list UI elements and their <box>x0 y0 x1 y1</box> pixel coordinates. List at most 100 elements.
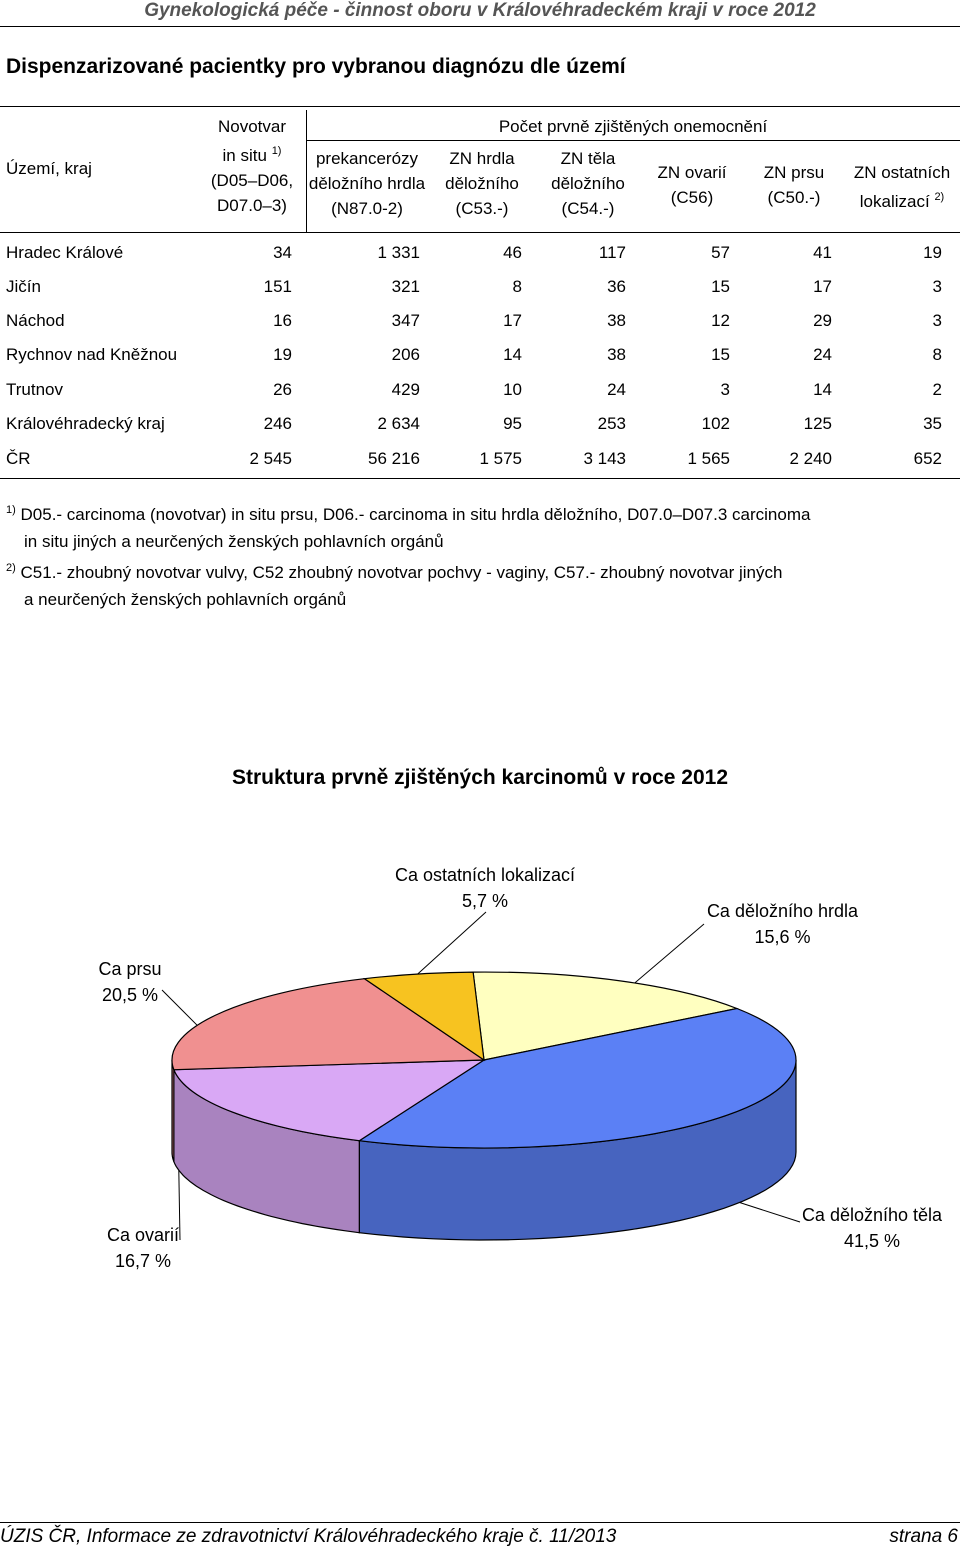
cell: 29 <box>813 311 832 330</box>
cell: 38 <box>607 345 626 364</box>
cell: 14 <box>813 380 832 399</box>
cell: 26 <box>273 380 292 399</box>
label-ca-prsu: Ca prsu 20,5 % <box>98 959 162 1005</box>
pie-slice-ca-d-lo-n-ho-t-la <box>357 1007 797 1149</box>
cell: 3 <box>720 380 730 399</box>
cell: 1 575 <box>479 449 522 468</box>
cell: 19 <box>923 243 942 262</box>
cell: 102 <box>701 414 730 433</box>
cell: 253 <box>597 414 626 433</box>
footer-rule <box>0 1522 960 1523</box>
leader-ca-ostatni <box>417 911 487 975</box>
header-divider <box>306 110 307 232</box>
cell: 19 <box>273 345 292 364</box>
table-row: Hradec Králové 34 1 331 46 117 57 41 19 <box>0 238 960 268</box>
cell: 95 <box>503 414 522 433</box>
cell: 2 634 <box>377 414 420 433</box>
table-row: ČR 2 545 56 216 1 575 3 143 1 565 2 240 … <box>0 444 960 474</box>
cell: 17 <box>813 277 832 296</box>
cell: 3 <box>932 311 942 330</box>
footnote-2: 2) C51.- zhoubný novotvar vulvy, C52 zho… <box>6 562 783 582</box>
pie-slice-ca-prsu <box>171 978 486 1071</box>
table-row: Trutnov 26 429 10 24 3 14 2 <box>0 375 960 405</box>
footnotes: 1) D05.- carcinoma (novotvar) in situ pr… <box>6 497 810 613</box>
footnote-1-cont: in situ jiných a neurčených ženských poh… <box>24 532 444 551</box>
cell: 14 <box>503 345 522 364</box>
cell: 3 143 <box>583 449 626 468</box>
leader-ca-hrdla <box>634 923 705 984</box>
table-row: Rychnov nad Kněžnou 19 206 14 38 15 24 8 <box>0 340 960 370</box>
col-header-zn-ostatnich: ZN ostatních lokalizací 2) <box>853 163 951 211</box>
cell: 12 <box>711 311 730 330</box>
table-header-rule <box>0 232 960 233</box>
col-header-zn-ovarii: ZN ovarií (C56) <box>657 163 727 207</box>
cell: 2 <box>932 380 942 399</box>
header-rule <box>0 26 960 27</box>
cell: 46 <box>503 243 522 262</box>
cell: 652 <box>913 449 942 468</box>
footnote-2-cont: a neurčených ženských pohlavních orgánů <box>24 590 347 609</box>
cell: 24 <box>813 345 832 364</box>
cell: 34 <box>273 243 292 262</box>
cell: 321 <box>391 277 420 296</box>
cell: 35 <box>923 414 942 433</box>
label-ca-ostatni: Ca ostatních lokalizací 5,7 % <box>394 865 576 911</box>
cell: 347 <box>391 311 420 330</box>
row-name: Rychnov nad Kněžnou <box>6 345 178 364</box>
label-ca-ovarii: Ca ovarií 16,7 % <box>106 1225 180 1271</box>
col-header-zn-tela: ZN těla děložního (C54.-) <box>551 149 625 218</box>
footnote-1: 1) D05.- carcinoma (novotvar) in situ pr… <box>6 504 811 524</box>
leader-ca-ovarii <box>178 1170 181 1241</box>
cell: 24 <box>607 380 626 399</box>
cell: 125 <box>803 414 832 433</box>
cell: 2 545 <box>249 449 292 468</box>
row-name: Trutnov <box>6 380 64 399</box>
row-name: Jičín <box>6 277 41 296</box>
group-header-rule <box>306 140 960 141</box>
cell: 1 331 <box>377 243 420 262</box>
cell: 8 <box>512 277 522 296</box>
table-row: Jičín 151 321 8 36 15 17 3 <box>0 272 960 302</box>
label-ca-hrdla: Ca děložního hrdla 15,6 % <box>706 901 859 947</box>
pie-side-ca-prsu <box>171 1060 175 1162</box>
row-name: Hradec Králové <box>6 243 124 262</box>
cell: 246 <box>263 414 292 433</box>
row-name: ČR <box>6 449 31 468</box>
cell: 117 <box>598 243 626 262</box>
table-bottom-rule <box>0 478 960 479</box>
table-title: Dispenzarizované pacientky pro vybranou … <box>6 55 626 78</box>
table-row: Královéhradecký kraj 246 2 634 95 253 10… <box>0 409 960 439</box>
cell: 41 <box>813 243 832 262</box>
cell: 15 <box>711 345 730 364</box>
pie-slice-ca-ovari- <box>173 1059 487 1142</box>
cell: 36 <box>607 277 626 296</box>
pie-tops <box>171 971 797 1149</box>
chart-title: Struktura prvně zjištěných karcinomů v r… <box>231 766 729 789</box>
col-header-zn-prsu: ZN prsu (C50.-) <box>763 163 825 207</box>
cell: 38 <box>607 311 626 330</box>
cell: 429 <box>391 380 420 399</box>
row-name: Náchod <box>6 311 65 330</box>
running-title: Gynekologická péče - činnost oboru v Krá… <box>144 0 816 21</box>
footer-source: ÚZIS ČR, Informace ze zdravotnictví Král… <box>0 1526 617 1547</box>
group-header: Počet prvně zjištěných onemocnění <box>498 117 768 136</box>
col-header-territory: Území, kraj <box>6 159 92 178</box>
cell: 3 <box>932 277 942 296</box>
col-header-novotvar: Novotvar in situ 1) (D05–D06, D07.0–3) <box>210 117 294 215</box>
table-top-rule <box>0 106 960 107</box>
cell: 2 240 <box>789 449 832 468</box>
leader-ca-prsu <box>161 989 198 1026</box>
cell: 10 <box>503 380 522 399</box>
cell: 8 <box>932 345 942 364</box>
table-row: Náchod 16 347 17 38 12 29 3 <box>0 306 960 336</box>
pie-slice-ca-d-lo-n-ho-hrdla <box>472 971 740 1061</box>
pie-sides <box>171 1059 797 1241</box>
col-header-zn-hrdla: ZN hrdla děložního (C53.-) <box>445 149 519 218</box>
cell: 15 <box>711 277 730 296</box>
row-name: Královéhradecký kraj <box>6 414 165 433</box>
label-ca-tela: Ca děložního těla 41,5 % <box>801 1205 943 1251</box>
footer-page: strana 6 <box>889 1526 958 1547</box>
cell: 206 <box>391 345 420 364</box>
cell: 17 <box>503 311 522 330</box>
